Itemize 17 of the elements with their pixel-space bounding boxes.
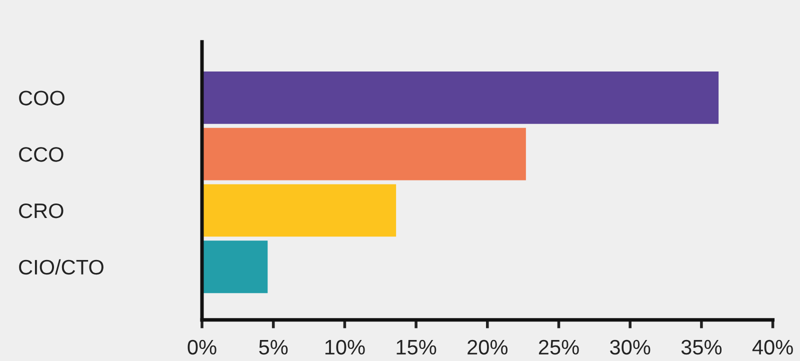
x-tick-label: 35% — [681, 340, 722, 355]
y-tick-label: CRO — [19, 203, 64, 218]
x-tick-label: 30% — [610, 340, 650, 355]
bar — [202, 184, 396, 237]
x-tick-label: 5% — [259, 340, 288, 355]
y-tick-label: CCO — [19, 147, 64, 162]
x-tick-label: 20% — [468, 340, 508, 355]
x-tick-label: 10% — [325, 340, 365, 355]
x-tick-label: 0% — [188, 340, 216, 355]
bar — [202, 240, 268, 294]
bar — [202, 128, 526, 180]
x-tick-label: 25% — [538, 340, 579, 355]
y-tick-label: CIO/CTO — [19, 259, 104, 275]
x-tick-label: 15% — [396, 340, 436, 355]
y-tick-label: COO — [19, 90, 64, 106]
bar — [202, 71, 719, 124]
x-tick-label: 40% — [752, 340, 793, 355]
